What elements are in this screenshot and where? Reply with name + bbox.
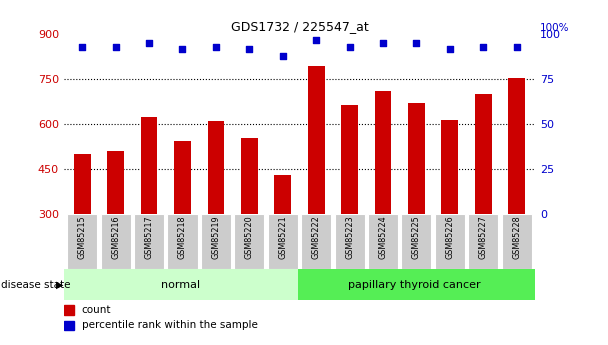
FancyBboxPatch shape xyxy=(64,269,298,300)
FancyBboxPatch shape xyxy=(502,214,532,269)
Bar xyxy=(140,117,157,214)
Bar xyxy=(174,141,191,214)
Point xyxy=(345,44,354,50)
Point xyxy=(144,41,154,46)
Bar xyxy=(308,66,325,214)
Bar xyxy=(107,151,124,214)
Text: GSM85224: GSM85224 xyxy=(379,216,387,259)
Point xyxy=(77,44,87,50)
Text: GSM85220: GSM85220 xyxy=(245,216,254,259)
Text: ▶: ▶ xyxy=(56,280,63,289)
Bar xyxy=(74,154,91,214)
FancyBboxPatch shape xyxy=(201,214,231,269)
Point xyxy=(178,46,187,52)
Point xyxy=(512,44,522,50)
FancyBboxPatch shape xyxy=(298,269,535,300)
Text: count: count xyxy=(81,305,111,315)
FancyBboxPatch shape xyxy=(134,214,164,269)
Text: GSM85222: GSM85222 xyxy=(312,216,320,259)
Text: GSM85218: GSM85218 xyxy=(178,216,187,259)
Bar xyxy=(408,103,425,214)
Bar xyxy=(64,321,74,330)
Bar xyxy=(274,175,291,214)
Title: GDS1732 / 225547_at: GDS1732 / 225547_at xyxy=(230,20,368,33)
Text: GSM85223: GSM85223 xyxy=(345,216,354,259)
Text: GSM85227: GSM85227 xyxy=(478,216,488,259)
Text: GSM85221: GSM85221 xyxy=(278,216,287,259)
Point xyxy=(111,44,120,50)
FancyBboxPatch shape xyxy=(268,214,298,269)
Bar xyxy=(508,78,525,214)
Text: GSM85225: GSM85225 xyxy=(412,216,421,259)
FancyBboxPatch shape xyxy=(401,214,432,269)
FancyBboxPatch shape xyxy=(100,214,131,269)
Bar xyxy=(207,121,224,214)
Bar xyxy=(341,105,358,214)
Point xyxy=(445,46,455,52)
Text: GSM85215: GSM85215 xyxy=(78,216,87,259)
Text: normal: normal xyxy=(161,280,201,289)
FancyBboxPatch shape xyxy=(301,214,331,269)
Point xyxy=(244,46,254,52)
Text: disease state: disease state xyxy=(1,280,70,289)
Point xyxy=(311,37,321,43)
Text: GSM85217: GSM85217 xyxy=(145,216,154,259)
FancyBboxPatch shape xyxy=(435,214,465,269)
Point xyxy=(278,53,288,59)
Point xyxy=(412,41,421,46)
FancyBboxPatch shape xyxy=(468,214,499,269)
Bar xyxy=(375,91,392,214)
FancyBboxPatch shape xyxy=(334,214,365,269)
Text: GSM85216: GSM85216 xyxy=(111,216,120,259)
Point xyxy=(378,41,388,46)
Bar xyxy=(475,94,492,214)
Text: percentile rank within the sample: percentile rank within the sample xyxy=(81,321,258,330)
Text: GSM85219: GSM85219 xyxy=(212,216,220,259)
FancyBboxPatch shape xyxy=(167,214,198,269)
Text: GSM85226: GSM85226 xyxy=(445,216,454,259)
Point xyxy=(478,44,488,50)
Bar xyxy=(441,120,458,214)
FancyBboxPatch shape xyxy=(234,214,264,269)
Text: papillary thyroid cancer: papillary thyroid cancer xyxy=(348,280,481,289)
Text: 100%: 100% xyxy=(540,23,569,33)
FancyBboxPatch shape xyxy=(368,214,398,269)
Bar xyxy=(241,138,258,214)
FancyBboxPatch shape xyxy=(67,214,97,269)
Point xyxy=(211,44,221,50)
Text: GSM85228: GSM85228 xyxy=(512,216,521,259)
Bar xyxy=(64,305,74,315)
